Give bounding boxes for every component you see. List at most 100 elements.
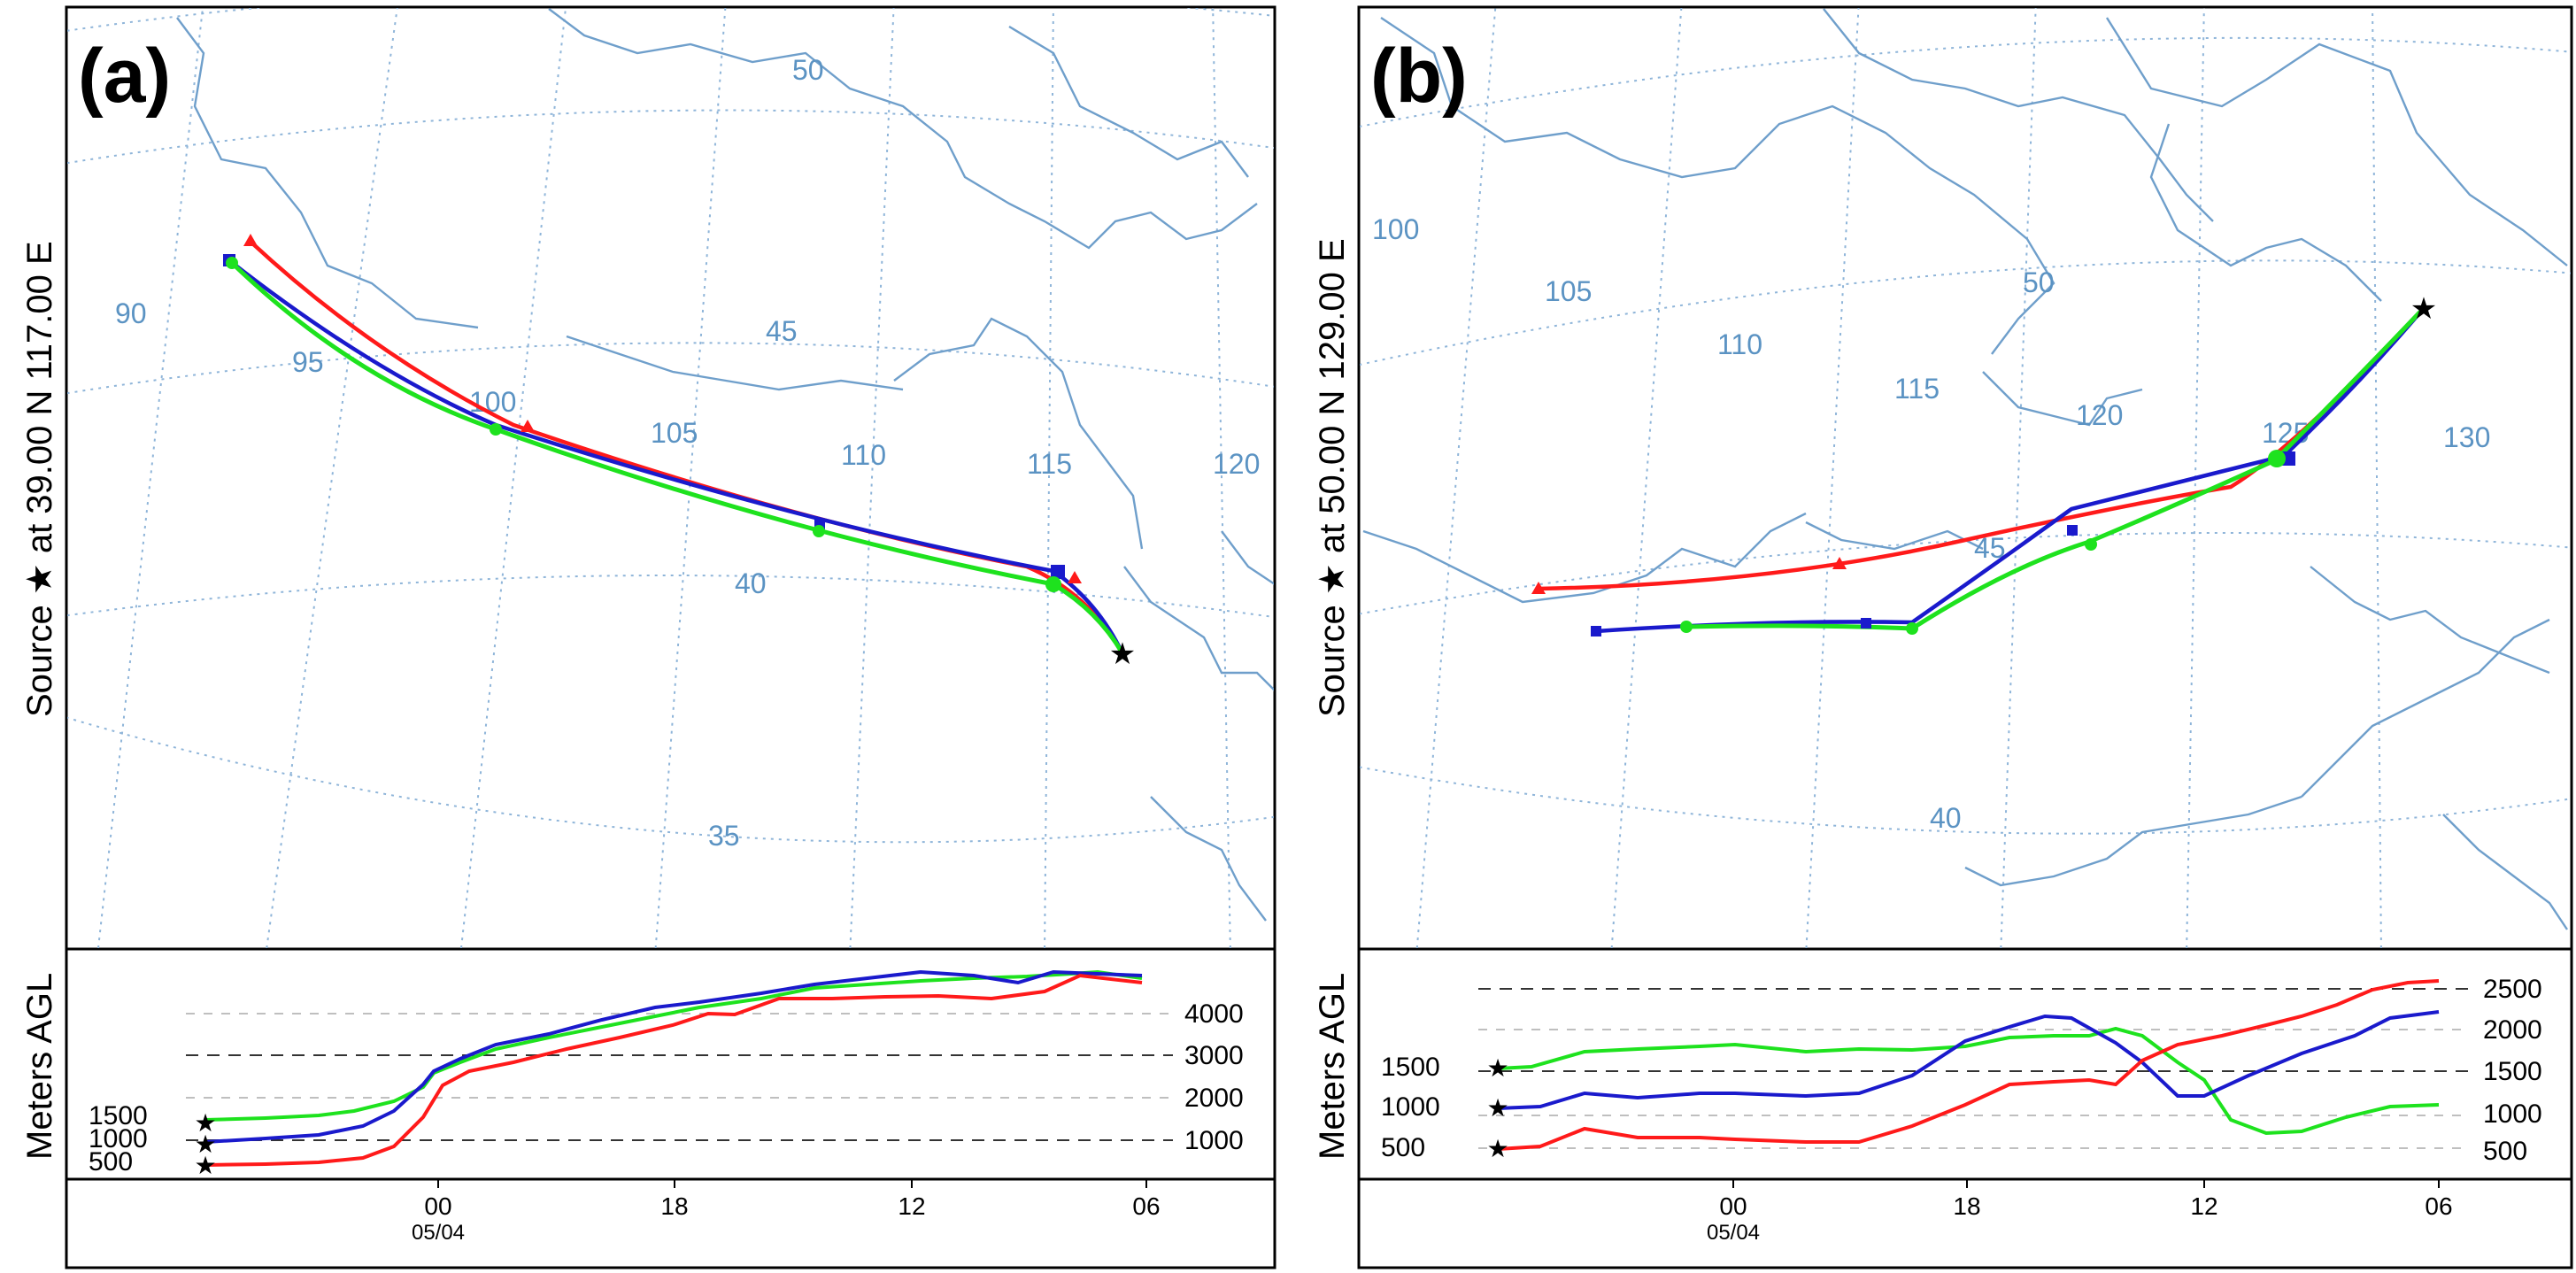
trajectory-500m-marker: [1832, 557, 1847, 569]
border-line: [1964, 795, 2302, 887]
lat-grid-line: [1360, 36, 2571, 127]
time-tick-label: 12: [2190, 1192, 2217, 1220]
border-line: [1123, 566, 1274, 691]
lon-grid-line: [1805, 8, 1860, 948]
trajectory-1500m-marker: [1045, 576, 1061, 592]
start-height-label: 500: [1381, 1133, 1425, 1162]
trajectory-1500m-marker: [813, 525, 825, 537]
panel-b-time-axis: 00 18 12 06 05/04: [1707, 1179, 2453, 1245]
lon-grid-line: [266, 8, 398, 948]
panel-b-source-label: Source ★ at 50.00 N 129.00 E: [1313, 238, 1352, 717]
panel-a-height-chart: 4000 3000 2000 1000 1500 1000 500 ★ ★ ★: [89, 969, 1244, 1180]
panel-a-letter: (a): [78, 34, 171, 119]
border-line: [1221, 530, 1274, 585]
trajectory-1500m-path: [230, 261, 1125, 655]
panel-a-map: 90 95 100 105 110 115 120 50 45 40 35: [67, 8, 1274, 948]
start-height-label: 1500: [1381, 1053, 1440, 1082]
border-line: [1823, 8, 2214, 222]
right-tick-label: 500: [2483, 1137, 2527, 1166]
lon-label: 95: [292, 346, 324, 378]
lon-label: 130: [2443, 421, 2490, 453]
border-line: [2149, 123, 2382, 302]
right-tick-label: 2500: [2483, 975, 2542, 1004]
lat-label: 40: [1930, 802, 1962, 834]
right-tick-label: 3000: [1184, 1041, 1244, 1070]
border-line: [1982, 371, 2143, 427]
trajectory-1500m-marker: [1680, 621, 1693, 633]
trajectory-1000m-path: [1595, 306, 2426, 634]
lon-grid-line: [2372, 8, 2382, 948]
border-line: [2105, 17, 2568, 266]
trajectory-1500m-marker: [2268, 450, 2286, 467]
lat-label: 40: [735, 567, 767, 599]
lat-grid-line: [1360, 259, 2571, 366]
panel-b-map: 100 105 110 115 120 125 130 50 45 40 ★: [1360, 8, 2571, 948]
start-star-icon: ★: [194, 1130, 216, 1159]
right-tick-label: 1000: [1184, 1126, 1244, 1155]
lat-label: 50: [2023, 266, 2055, 298]
height-1500m-line: [1497, 1026, 2440, 1136]
border-line: [893, 317, 1144, 550]
lon-label: 120: [2076, 399, 2123, 431]
panel-b-height-chart: 2500 2000 1500 1000 500 1500 1000 500 ★ …: [1381, 975, 2542, 1166]
border-line: [1008, 25, 1249, 178]
start-star-icon: ★: [1486, 1134, 1508, 1163]
start-star-icon: ★: [194, 1151, 216, 1180]
border-line: [2301, 618, 2550, 798]
lon-grid-line: [459, 8, 567, 948]
right-tick-label: 1500: [2483, 1057, 2542, 1086]
panel-b-height-axis-label: Meters AGL: [1313, 973, 1352, 1160]
height-1000m-line: [1497, 1010, 2440, 1110]
panel-a-height-frame: [65, 947, 1276, 1181]
height-1500m-line: [204, 969, 1143, 1122]
trajectory-500m-marker: [243, 234, 258, 246]
time-tick-label: 18: [660, 1192, 688, 1220]
trajectory-1500m-marker: [2085, 538, 2097, 551]
border-line: [1805, 521, 1984, 551]
lat-label: 45: [766, 315, 798, 347]
lat-grid-line: [67, 575, 1274, 619]
lon-grid-line: [1415, 8, 1497, 948]
panel-a-source-label: Source ★ at 39.00 N 117.00 E: [20, 241, 59, 717]
panel-a: Source ★ at 39.00 N 117.00 E Meters AGL: [20, 5, 1276, 1269]
trajectory-1500m-marker: [1906, 622, 1918, 635]
trajectory-1500m-marker: [226, 257, 238, 269]
start-height-label: 1000: [1381, 1092, 1440, 1122]
time-tick-label: 12: [898, 1192, 925, 1220]
lon-grid-line: [1044, 8, 1054, 948]
lon-grid-line: [1610, 8, 1683, 948]
border-line: [2442, 814, 2568, 930]
start-height-label: 1000: [89, 1124, 148, 1153]
panel-a-time-axis: 00 18 12 06 05/04: [412, 1179, 1161, 1245]
lat-grid-line: [1360, 532, 2571, 615]
trajectory-500m-marker: [1068, 571, 1082, 583]
trajectory-1000m-path: [228, 259, 1125, 654]
time-tick-label: 06: [1132, 1192, 1160, 1220]
lon-label: 90: [115, 297, 147, 329]
right-tick-label: 2000: [2483, 1015, 2542, 1045]
lon-grid-line: [849, 8, 895, 948]
lon-label: 115: [1894, 373, 1940, 405]
lat-grid-line: [67, 109, 1274, 165]
trajectory-500m-marker: [521, 420, 535, 432]
source-star-icon: ★: [2410, 291, 2437, 327]
lon-label: 105: [1545, 275, 1592, 307]
lat-grid-line: [67, 8, 1274, 32]
border-line: [1150, 796, 1267, 922]
lon-label: 100: [1372, 213, 1419, 245]
panel-a-height-axis-label: Meters AGL: [20, 973, 59, 1160]
time-tick-label: 00: [1719, 1192, 1747, 1220]
trajectory-500m-marker: [1531, 582, 1546, 594]
panel-b-map-frame: [1357, 5, 2573, 951]
height-500m-line: [204, 973, 1143, 1167]
right-tick-label: 1000: [2483, 1099, 2542, 1129]
start-star-icon: ★: [1486, 1053, 1508, 1083]
date-label: 05/04: [1707, 1221, 1760, 1245]
border-line: [1380, 17, 2055, 355]
lon-label: 115: [1027, 448, 1072, 480]
lat-label: 50: [792, 54, 824, 86]
start-star-icon: ★: [194, 1108, 216, 1138]
right-tick-label: 2000: [1184, 1084, 1244, 1113]
start-star-icon: ★: [1486, 1093, 1508, 1123]
trajectory-1500m-marker: [490, 423, 502, 436]
